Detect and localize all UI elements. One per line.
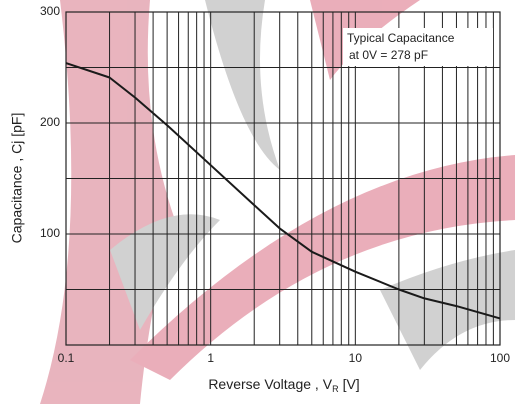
x-tick-label: 0.1 (58, 351, 75, 365)
annotation-box (343, 28, 493, 66)
x-tick-label: 10 (349, 351, 363, 365)
watermark-shape (380, 250, 515, 370)
y-tick-label: 200 (40, 115, 60, 129)
x-axis-label-subscript: R (332, 384, 339, 394)
plot-frame (65, 11, 501, 346)
x-axis-label-text: Reverse Voltage , V (208, 376, 332, 392)
x-tick-label: 100 (490, 351, 510, 365)
curve (65, 62, 501, 320)
x-axis-label-unit: [V] (343, 376, 360, 392)
x-axis-label: Reverse Voltage , VR [V] (208, 376, 359, 395)
watermark-shape (110, 214, 220, 330)
y-tick-label: 100 (40, 226, 60, 240)
annotation: at 0V = 278 pF (349, 48, 428, 62)
y-axis-label: Capacitance , Cj [pF] (9, 113, 25, 244)
watermark-shape (130, 155, 515, 380)
x-tick-label: 1 (207, 351, 214, 365)
y-tick-label: 300 (40, 4, 60, 18)
watermark (40, 0, 515, 404)
watermark-shape (205, 0, 280, 170)
annotation: Typical Capacitance (347, 31, 455, 45)
